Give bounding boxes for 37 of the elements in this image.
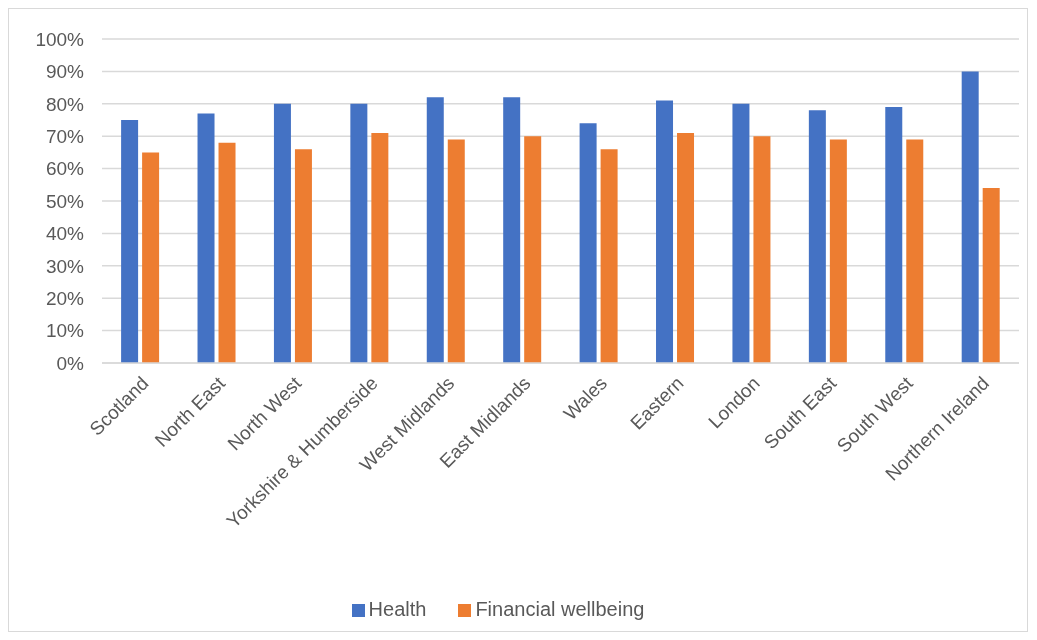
bar <box>447 139 465 363</box>
bar <box>906 139 924 363</box>
bar <box>121 120 139 363</box>
y-tick-label: 60% <box>45 158 85 180</box>
bar <box>600 149 618 363</box>
y-tick-label: 20% <box>45 287 85 309</box>
bar <box>350 103 368 363</box>
bar <box>732 103 750 363</box>
y-tick-label: 0% <box>56 352 85 374</box>
bar <box>753 136 771 363</box>
bar <box>294 149 312 363</box>
y-tick-label: 50% <box>45 190 85 212</box>
bar <box>808 110 826 363</box>
legend-label: Financial wellbeing <box>475 598 645 620</box>
bar <box>197 113 215 363</box>
bar <box>982 188 1000 363</box>
bar <box>961 71 979 363</box>
bar <box>524 136 542 363</box>
bar <box>829 139 847 363</box>
y-tick-label: 30% <box>45 255 85 277</box>
bar <box>503 97 521 363</box>
bar <box>218 142 236 363</box>
y-tick-label: 10% <box>45 320 85 342</box>
y-tick-label: 90% <box>45 61 85 83</box>
y-tick-label: 80% <box>45 93 85 115</box>
bar <box>426 97 444 363</box>
bar <box>885 107 903 363</box>
bar <box>579 123 597 363</box>
y-tick-label: 40% <box>45 223 85 245</box>
bar <box>677 132 695 363</box>
legend-label: Health <box>368 598 427 620</box>
bar <box>371 132 389 363</box>
bar <box>142 152 160 363</box>
y-tick-label: 100% <box>35 28 85 50</box>
bar <box>273 103 291 363</box>
bar <box>656 100 674 363</box>
y-tick-label: 70% <box>45 125 85 147</box>
